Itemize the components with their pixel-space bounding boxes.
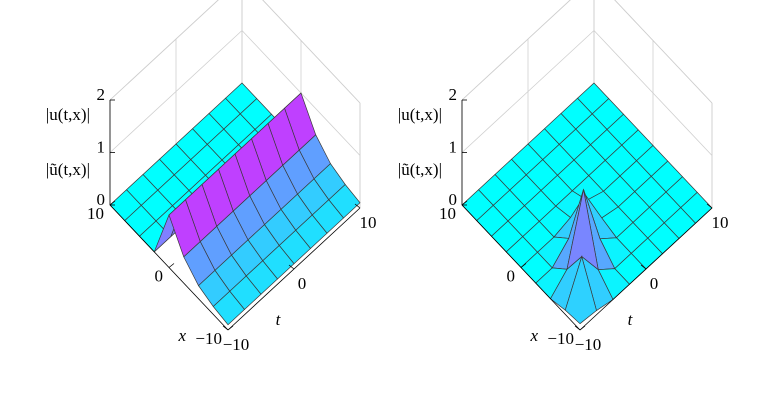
z-tick-label: 1: [97, 137, 106, 156]
y-tick-label: 0: [650, 274, 659, 293]
y-tick-label: −10: [223, 335, 250, 354]
tick-mark: [222, 325, 229, 331]
x-tick-label: −10: [547, 329, 574, 348]
tick-mark: [640, 264, 647, 270]
y-tick-label: 10: [712, 213, 729, 232]
z-axis-label: |u(t,x)|: [398, 105, 442, 124]
y-tick-label: −10: [575, 335, 602, 354]
z-tick-label: 2: [97, 85, 106, 104]
z-axis-label: |ũ(t,x)|: [398, 160, 442, 179]
tick-mark: [461, 200, 468, 206]
x-tick-label: 10: [439, 204, 456, 223]
x-axis-label: x: [530, 326, 539, 345]
y-axis-label: t: [276, 310, 282, 329]
x-tick-label: 0: [155, 266, 164, 285]
tick-mark: [109, 200, 116, 206]
tick-mark: [574, 325, 581, 331]
z-tick-label: 1: [449, 137, 458, 156]
y-tick-label: 10: [360, 213, 377, 232]
x-tick-label: 0: [507, 266, 516, 285]
z-axis-label: |ũ(t,x)|: [46, 160, 90, 179]
surface-patch: [564, 255, 597, 325]
tick-mark: [706, 203, 713, 209]
z-tick-label: 0: [449, 190, 458, 209]
tick-mark: [288, 264, 295, 270]
tick-mark: [168, 263, 175, 268]
z-axis-label: |u(t,x)|: [46, 105, 90, 124]
y-tick-label: 0: [298, 274, 307, 293]
tick-mark: [227, 325, 234, 331]
x-axis-label: x: [178, 326, 187, 345]
tick-mark: [579, 325, 586, 331]
x-tick-label: −10: [195, 329, 222, 348]
z-tick-label: 2: [449, 85, 458, 104]
surface-patch: [212, 290, 245, 326]
y-axis-label: t: [628, 310, 634, 329]
tick-mark: [520, 263, 527, 268]
x-tick-label: 10: [87, 204, 104, 223]
z-tick-label: 0: [97, 190, 106, 209]
tick-mark: [354, 203, 361, 209]
